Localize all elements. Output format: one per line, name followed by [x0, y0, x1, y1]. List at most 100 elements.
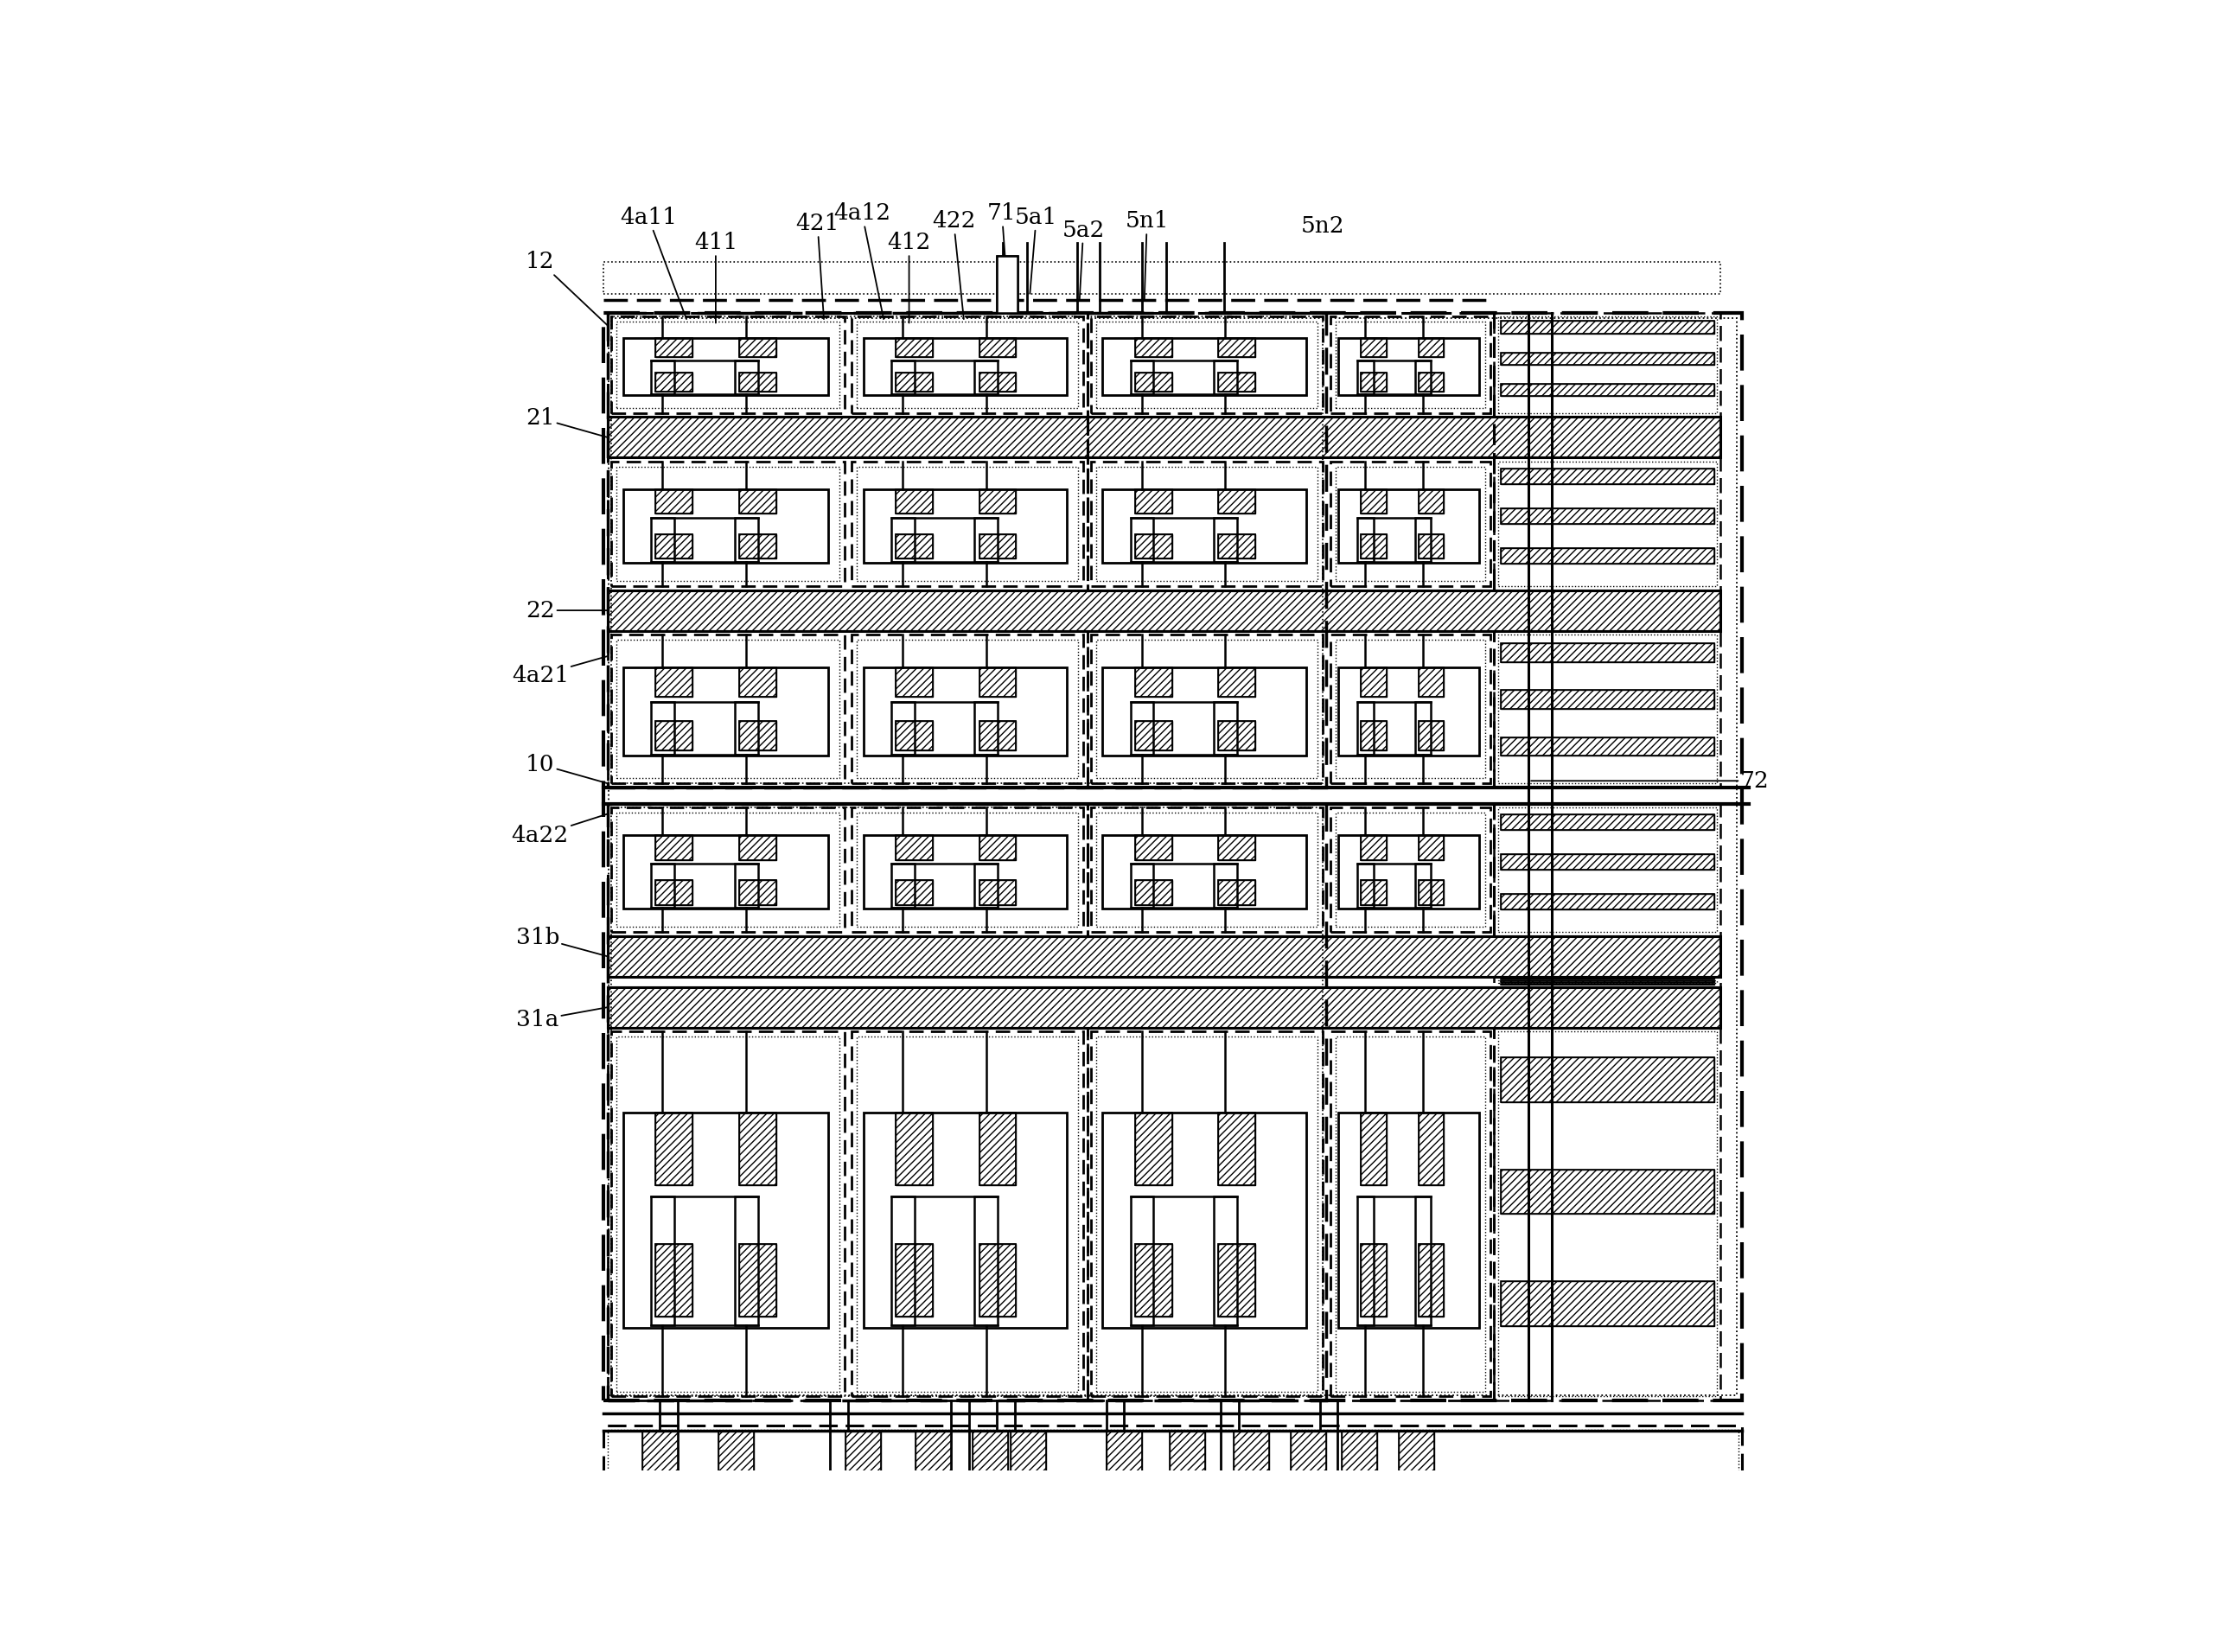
Bar: [1134, 489, 1172, 514]
Bar: [607, 937, 1722, 976]
Bar: [1130, 519, 1154, 562]
Bar: [623, 1112, 828, 1328]
Bar: [657, 373, 692, 392]
Bar: [657, 489, 692, 514]
Bar: [1398, 1432, 1434, 1480]
Bar: [916, 1432, 951, 1480]
Bar: [1335, 322, 1485, 408]
Bar: [1360, 836, 1387, 861]
Bar: [1087, 1028, 1494, 1401]
Bar: [657, 1244, 692, 1317]
Bar: [1335, 466, 1485, 582]
Bar: [1418, 667, 1445, 697]
Bar: [607, 590, 1722, 631]
Bar: [657, 1112, 692, 1184]
Bar: [1338, 339, 1478, 395]
Bar: [1416, 1196, 1431, 1325]
Bar: [1501, 643, 1715, 662]
Bar: [657, 722, 692, 750]
Bar: [1219, 667, 1255, 697]
Bar: [857, 1036, 1079, 1391]
Bar: [1418, 722, 1445, 750]
Bar: [612, 461, 844, 586]
Bar: [1501, 814, 1715, 831]
Bar: [607, 805, 1326, 1401]
Bar: [1501, 1280, 1715, 1327]
Bar: [1501, 352, 1715, 365]
Bar: [895, 1244, 933, 1317]
Bar: [1096, 466, 1317, 582]
Text: 12: 12: [525, 251, 607, 325]
Bar: [1494, 312, 1722, 416]
Bar: [1134, 339, 1172, 357]
Bar: [603, 1426, 1742, 1495]
Bar: [1134, 534, 1172, 558]
Bar: [895, 722, 933, 750]
Bar: [1219, 534, 1255, 558]
Bar: [1092, 461, 1322, 586]
Bar: [1087, 631, 1494, 788]
Bar: [1103, 836, 1306, 909]
Bar: [1501, 1170, 1715, 1214]
Bar: [1418, 373, 1445, 392]
Bar: [1358, 864, 1373, 909]
Bar: [735, 702, 757, 755]
Bar: [846, 1432, 882, 1480]
Bar: [1096, 813, 1317, 927]
Bar: [1360, 534, 1387, 558]
Bar: [1398, 1432, 1434, 1480]
Bar: [1134, 1112, 1172, 1184]
Bar: [1501, 814, 1715, 831]
Bar: [974, 1432, 1009, 1480]
Bar: [1219, 836, 1255, 861]
Bar: [1331, 634, 1489, 783]
Bar: [1335, 1036, 1485, 1391]
Bar: [1360, 1244, 1387, 1317]
Bar: [1170, 1432, 1206, 1480]
Bar: [1416, 702, 1431, 755]
Bar: [1501, 1280, 1715, 1327]
Bar: [978, 667, 1016, 697]
Bar: [1134, 667, 1172, 697]
Bar: [1338, 836, 1478, 909]
Bar: [1134, 881, 1172, 905]
Bar: [1418, 534, 1445, 558]
Bar: [1416, 864, 1431, 909]
Bar: [735, 360, 757, 395]
Text: 4a11: 4a11: [621, 206, 686, 319]
Bar: [1501, 320, 1715, 334]
Bar: [657, 722, 692, 750]
Bar: [1501, 468, 1715, 484]
Bar: [1358, 519, 1373, 562]
Bar: [851, 634, 1083, 783]
Bar: [603, 261, 1722, 294]
Bar: [1105, 1432, 1141, 1480]
Bar: [857, 813, 1079, 927]
Bar: [1342, 1432, 1378, 1480]
Bar: [1501, 737, 1715, 757]
Bar: [1130, 1196, 1154, 1325]
Bar: [978, 667, 1016, 697]
Bar: [1360, 722, 1387, 750]
Bar: [1418, 489, 1445, 514]
Bar: [739, 836, 777, 861]
Bar: [978, 881, 1016, 905]
Bar: [895, 881, 933, 905]
Bar: [739, 722, 777, 750]
Bar: [1134, 489, 1172, 514]
Bar: [978, 373, 1016, 392]
Text: 10: 10: [525, 753, 607, 783]
Bar: [612, 317, 844, 413]
Bar: [895, 1112, 933, 1184]
Bar: [1092, 1031, 1322, 1396]
Bar: [607, 631, 1087, 788]
Bar: [851, 808, 1083, 932]
Bar: [864, 489, 1067, 563]
Bar: [851, 1031, 1083, 1396]
Text: 412: 412: [887, 231, 931, 322]
Bar: [1360, 1244, 1387, 1317]
Bar: [1418, 881, 1445, 905]
Bar: [607, 312, 1087, 590]
Bar: [739, 534, 777, 558]
Bar: [739, 339, 777, 357]
